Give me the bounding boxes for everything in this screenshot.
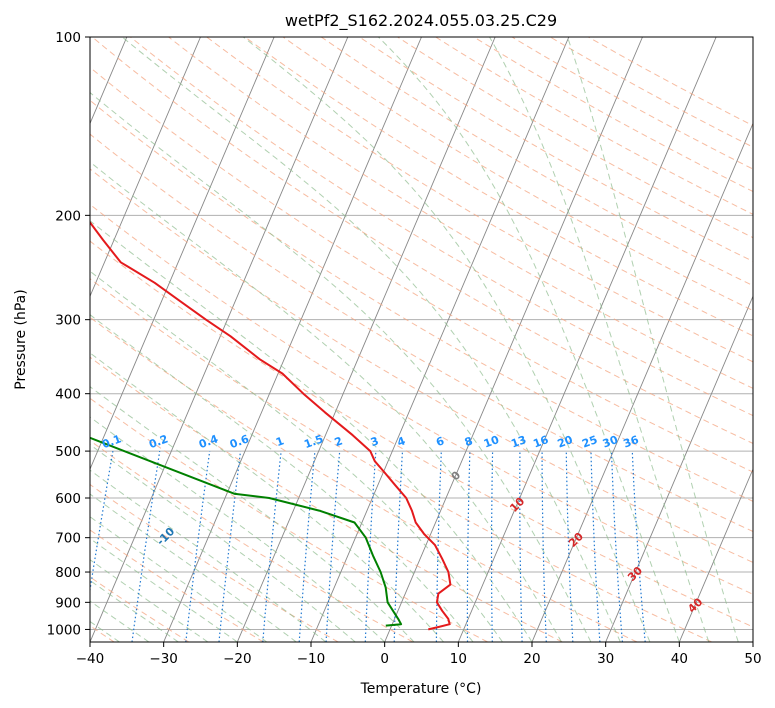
x-tick-label: 30 xyxy=(597,651,614,667)
moist-adiabat-line xyxy=(90,493,297,642)
mixing-ratio-label: 30 xyxy=(601,433,620,451)
dry-adiabat-line xyxy=(90,316,638,642)
moist-adiabat-line xyxy=(90,386,415,642)
mixing-ratio-label: 2 xyxy=(333,434,345,449)
y-tick-label: 400 xyxy=(55,387,81,403)
dry-adiabat-label: -20 xyxy=(14,471,37,494)
y-tick-label: 300 xyxy=(55,313,81,329)
dry-adiabat-line xyxy=(90,440,414,642)
moist-adiabat-line xyxy=(90,416,386,642)
y-tick-label: 1000 xyxy=(47,622,81,638)
mixing-ratio-label: 6 xyxy=(434,434,446,449)
moist-adiabat-line xyxy=(90,579,179,642)
x-tick-label: −30 xyxy=(149,651,178,667)
temperature-profile xyxy=(90,220,452,631)
y-tick-label: 700 xyxy=(55,531,81,547)
moist-adiabat-line xyxy=(90,559,209,642)
mixing-ratio-line xyxy=(218,451,242,642)
isotherm-line xyxy=(384,37,643,642)
mixing-ratio-label: 8 xyxy=(463,434,475,449)
isotherm-line xyxy=(163,37,422,642)
isotherm-line xyxy=(678,467,753,642)
dry-adiabat-line xyxy=(90,99,753,502)
isotherm-line xyxy=(90,37,349,642)
x-tick-label: 10 xyxy=(450,651,467,667)
x-tick-label: 20 xyxy=(523,651,540,667)
x-tick-label: −10 xyxy=(297,651,326,667)
mixing-ratio-label: 0.4 xyxy=(197,432,220,451)
y-tick-label: 100 xyxy=(55,30,81,46)
y-axis-ticks: 100 200 300 400 500 600 700 800 900 1000 xyxy=(47,30,90,638)
isotherm-line xyxy=(236,37,496,642)
mixing-ratio-label: 1 xyxy=(274,434,286,449)
dry-adiabat-lines xyxy=(90,37,753,642)
mixing-ratio-label: 0.2 xyxy=(147,432,170,451)
isotherm-line xyxy=(457,37,717,642)
dry-adiabat-line xyxy=(90,203,753,595)
mixing-ratio-label: 4 xyxy=(395,434,407,449)
y-tick-label: 900 xyxy=(55,595,81,611)
dry-adiabat-line xyxy=(206,37,753,363)
mixing-ratio-label: 3 xyxy=(369,434,381,449)
mixing-ratio-line xyxy=(90,451,114,594)
mixing-ratio-label: 16 xyxy=(531,433,550,451)
chart-title: wetPf2_S162.2024.055.03.25.C29 xyxy=(285,11,557,31)
y-tick-label: 500 xyxy=(55,444,81,460)
x-axis-ticks: −40 −30 −20 −10 0 10 20 30 40 50 xyxy=(76,642,762,667)
mixing-ratio-label: 0.6 xyxy=(228,432,251,451)
mixing-ratio-label: 1.5 xyxy=(302,432,325,451)
y-tick-label: 200 xyxy=(55,208,81,224)
moist-adiabat-line xyxy=(90,516,268,642)
x-tick-label: 40 xyxy=(671,651,688,667)
x-tick-label: −40 xyxy=(76,651,105,667)
x-axis-label: Temperature (°C) xyxy=(360,681,482,697)
dry-adiabat-line xyxy=(130,37,753,417)
moist-adiabat-line xyxy=(90,270,503,642)
moist-adiabat-line xyxy=(90,537,238,642)
dry-adiabat-line xyxy=(90,66,753,473)
y-axis-label: Pressure (hPa) xyxy=(13,289,29,389)
y-tick-label: 800 xyxy=(55,565,81,581)
plot-background xyxy=(90,37,753,642)
dry-adiabat-line xyxy=(90,168,753,563)
x-tick-label: 50 xyxy=(744,651,761,667)
mixing-ratio-line xyxy=(131,451,161,642)
moist-adiabat-line xyxy=(121,37,621,642)
moist-adiabat-line xyxy=(567,37,739,642)
moist-adiabat-line xyxy=(90,469,327,642)
moist-adiabat-line xyxy=(90,220,533,642)
x-tick-label: 0 xyxy=(380,651,389,667)
x-tick-label: −20 xyxy=(223,651,252,667)
mixing-ratio-label: 13 xyxy=(509,433,528,450)
moist-adiabat-line xyxy=(242,37,651,642)
pressure-gridlines xyxy=(90,37,753,630)
dry-adiabat-line xyxy=(90,356,563,642)
moist-adiabat-line xyxy=(378,37,680,642)
isotherm-line xyxy=(605,295,753,642)
dewpoint-profile xyxy=(90,436,403,627)
y-tick-label: 600 xyxy=(55,491,81,507)
isotherm-line xyxy=(90,37,201,298)
isotherm-line xyxy=(531,122,753,642)
line-labels: 0.10.20.40.611.52346810131620253036-100-… xyxy=(14,432,705,615)
moist-adiabat-line xyxy=(489,37,710,642)
mixing-ratio-label: 36 xyxy=(622,433,641,451)
moist-adiabat-lines xyxy=(90,37,739,642)
mixing-ratio-label: 10 xyxy=(482,433,501,451)
mixing-ratio-label: 20 xyxy=(556,433,575,451)
mixing-ratio-label: 25 xyxy=(580,433,599,450)
isotherm-line xyxy=(752,640,753,642)
plot-frame xyxy=(89,36,754,643)
sounding-profiles xyxy=(90,220,452,631)
dry-adiabat-line xyxy=(91,37,753,444)
dry-adiabat-line xyxy=(90,483,339,642)
moist-adiabat-line xyxy=(90,161,562,642)
isotherm-line xyxy=(90,37,275,471)
dry-adiabat-line xyxy=(90,133,753,533)
dry-adiabat-line xyxy=(168,37,753,389)
mixing-ratio-label: 0.1 xyxy=(100,432,123,451)
moist-adiabat-line xyxy=(90,352,444,642)
